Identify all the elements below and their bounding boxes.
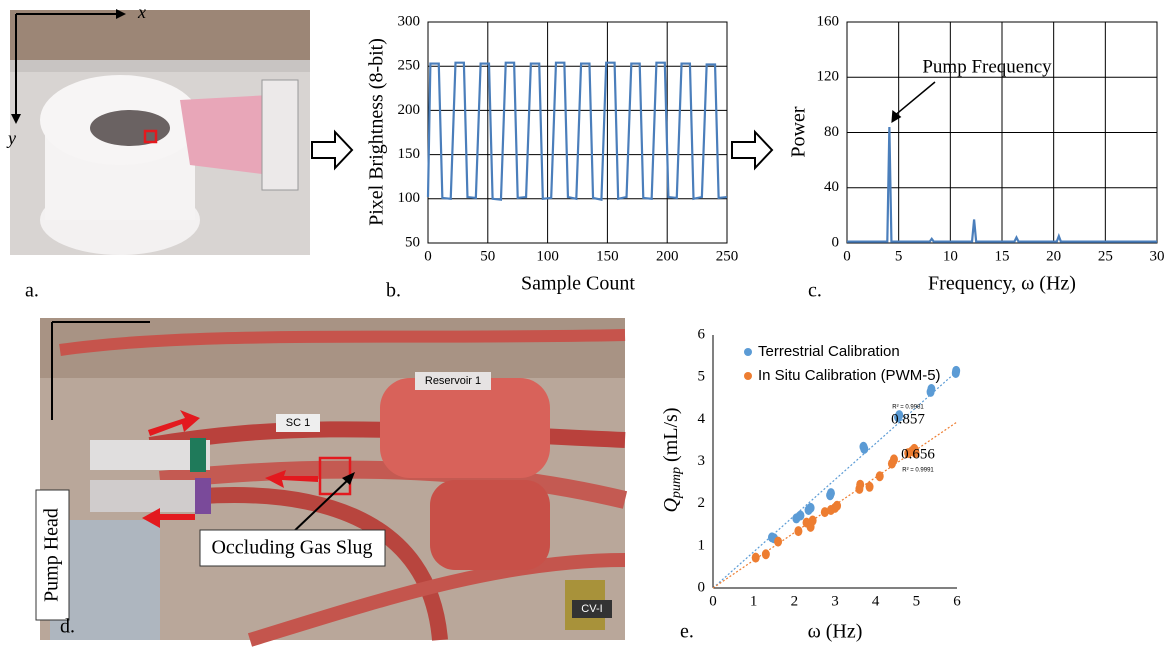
y-tick-label: 5 (698, 369, 706, 385)
x-tick-label: 0 (843, 248, 851, 264)
photo-label: SC 1 (286, 417, 310, 429)
x-tick-label: 4 (872, 593, 880, 609)
x-tick-label: 250 (716, 248, 739, 264)
r2-label: R² = 0.9991 (902, 468, 934, 474)
point (808, 515, 817, 526)
y-tick-label: 6 (698, 326, 706, 342)
y-tick-label: 3 (698, 453, 706, 469)
slope-label: 0.857 (891, 411, 925, 427)
legend-label: In Situ Calibration (PWM-5) (758, 367, 941, 384)
flow-arrow (311, 129, 354, 171)
point (895, 410, 904, 421)
point (751, 552, 760, 563)
panel-label: a. (25, 280, 39, 302)
y-tick-label: 250 (398, 58, 421, 74)
callout: Pump Head (41, 508, 63, 602)
photo-d: SC 1 Reservoir 1 CV-I Occluding Gas Slug… (35, 318, 628, 647)
point (875, 471, 884, 482)
point (826, 488, 835, 499)
y-tick-label: 1 (698, 537, 706, 553)
point (820, 507, 829, 518)
x-axis-label: Frequency, ω (Hz) (928, 273, 1076, 295)
x-tick-label: 2 (791, 593, 799, 609)
annotation-arrowhead (891, 109, 902, 123)
x-tick-label: 5 (895, 248, 903, 264)
y-tick-label: 120 (817, 69, 840, 85)
panel-label: b. (386, 280, 401, 302)
y-tick-label: 4 (698, 411, 706, 427)
point (911, 448, 920, 459)
legend-marker (744, 372, 752, 380)
x-tick-label: 100 (536, 248, 559, 264)
plot-frame (427, 21, 728, 244)
x-tick-label: 0 (424, 248, 432, 264)
point (761, 549, 770, 560)
point (952, 365, 961, 376)
y-tick-label: 100 (398, 190, 421, 206)
axis-y-label: y (6, 128, 16, 148)
y-tick-label: 2 (698, 495, 706, 511)
point (833, 500, 842, 511)
point (860, 443, 869, 454)
x-tick-label: 0 (709, 593, 717, 609)
x-tick-label: 25 (1098, 248, 1113, 264)
x-tick-label: 200 (656, 248, 679, 264)
y-axis-label-subscript: pump (669, 467, 684, 499)
point (774, 536, 783, 547)
legend-marker (744, 348, 752, 356)
annotation-arrow (894, 81, 936, 116)
y-axis-label: Pixel Brightness (8-bit) (366, 38, 388, 226)
y-tick-label: 0 (698, 579, 706, 595)
y-axis-label: Qpump (mL/s) (660, 407, 685, 512)
x-tick-label: 10 (943, 248, 958, 264)
annotation: Pump Frequency (922, 56, 1052, 77)
trend-line (712, 370, 958, 589)
line (847, 126, 1157, 243)
x-tick-label: 15 (995, 248, 1010, 264)
r2-label: R² = 0.9981 (892, 405, 924, 411)
y-tick-label: 80 (824, 124, 839, 140)
legend-label: Terrestrial Calibration (758, 343, 900, 360)
photo-label: CV-I (581, 603, 602, 615)
x-tick-label: 150 (596, 248, 619, 264)
y-tick-label: 160 (817, 13, 840, 29)
y-axis-label: Power (788, 106, 810, 157)
x-axis-label: Sample Count (521, 273, 635, 295)
point (865, 481, 874, 492)
point (927, 383, 936, 394)
panel-label: e. (680, 621, 694, 643)
y-tick-label: 40 (824, 179, 839, 195)
y-tick-label: 50 (405, 234, 420, 250)
x-tick-label: 6 (953, 593, 961, 609)
x-tick-label: 50 (480, 248, 495, 264)
panel-label: d. (60, 616, 75, 638)
point (889, 454, 898, 465)
x-tick-label: 30 (1150, 248, 1165, 264)
panel-label: c. (808, 280, 822, 302)
photo-label: Reservoir 1 (425, 375, 481, 387)
callout: Occluding Gas Slug (211, 537, 372, 559)
slope-label: 0.656 (901, 446, 935, 462)
y-axis-label-unit: (mL/s) (660, 407, 682, 461)
y-tick-label: 300 (398, 13, 421, 29)
line (426, 61, 728, 202)
x-tick-label: 5 (913, 593, 921, 609)
x-tick-label: 20 (1046, 248, 1061, 264)
photo-a: x y (6, 2, 310, 255)
point (806, 502, 815, 513)
point (796, 510, 805, 521)
point (856, 479, 865, 490)
y-tick-label: 150 (398, 146, 421, 162)
y-axis-label-symbol: Q (660, 498, 682, 513)
point (794, 526, 803, 537)
flow-arrow (731, 129, 774, 171)
x-tick-label: 3 (831, 593, 839, 609)
x-tick-label: 1 (750, 593, 758, 609)
y-tick-label: 0 (832, 234, 840, 250)
y-tick-label: 200 (398, 102, 421, 118)
x-axis-label: ω (Hz) (808, 621, 863, 643)
axis-x-label: x (137, 2, 146, 22)
